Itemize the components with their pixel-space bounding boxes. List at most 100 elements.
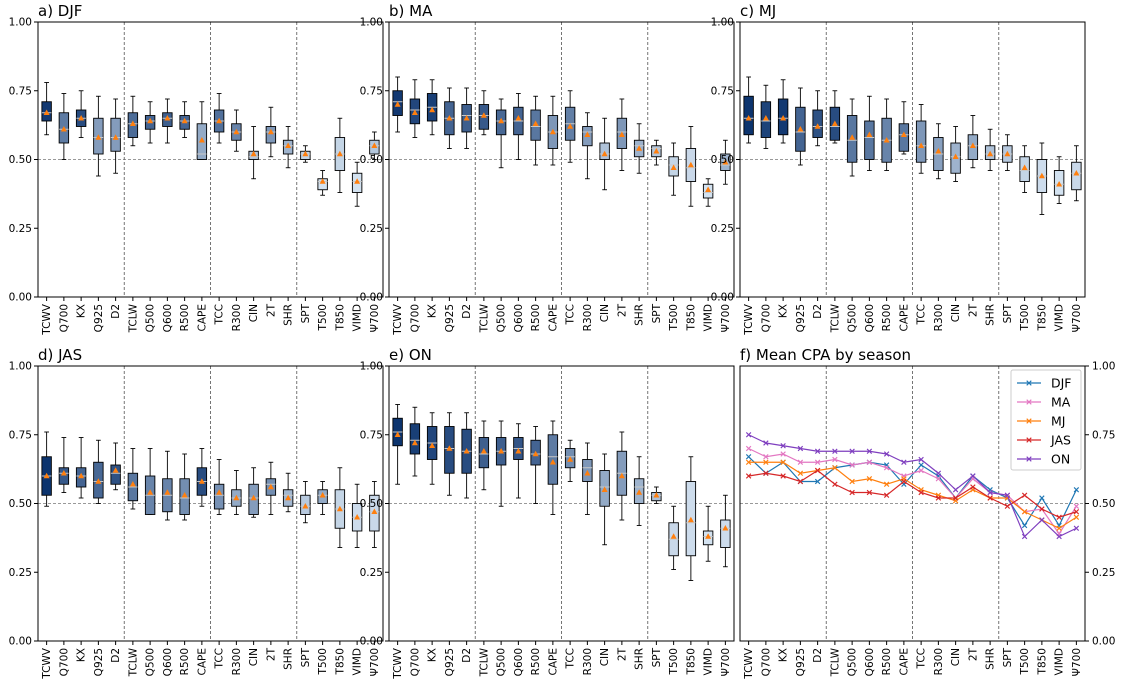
mean-marker (43, 109, 50, 115)
x-tick-label: Q500 (496, 648, 508, 676)
series-line (748, 456, 1077, 527)
x-tick-label: CIN (599, 648, 611, 666)
box-VIMD (1053, 156, 1065, 204)
x-tick-label: Q600 (864, 648, 876, 676)
mean-marker (181, 492, 188, 498)
mean-marker (670, 164, 677, 170)
x-tick-label: SPT (1002, 647, 1014, 667)
legend-label: MA (1051, 395, 1071, 410)
box-body (898, 123, 910, 152)
data-point (1021, 533, 1028, 540)
mean-marker (567, 456, 574, 462)
x-tick-label: VIMD (1054, 304, 1066, 331)
mean-marker (336, 150, 343, 157)
legend-marker (1026, 456, 1032, 462)
y-tick-label: 0.50 (711, 154, 734, 166)
box-CAPE (196, 448, 208, 507)
x-tick-label: CIN (248, 648, 260, 666)
box-CIN (950, 126, 961, 182)
data-point (1021, 492, 1028, 498)
mean-marker (515, 448, 522, 454)
data-point (832, 448, 838, 454)
panel-5: 0.00 0.25 0.50 0.75 1.00 TCWV Q700 KX Q925 D2 TCLW… (360, 346, 735, 680)
box-Ψ700 (1071, 145, 1082, 202)
box-Q700 (58, 437, 70, 493)
x-tick-label: SHR (985, 648, 997, 670)
mean-marker (147, 117, 154, 124)
x-tick-label: D2 (812, 648, 824, 663)
x-tick-label: KX (427, 648, 439, 662)
y-tick-label: 0.25 (360, 567, 383, 579)
y-tick-label: 1.00 (9, 361, 32, 373)
box-TCLW (478, 420, 490, 491)
data-point (849, 448, 855, 454)
x-tick-label: TCC (565, 648, 577, 669)
data-point (952, 487, 959, 493)
mean-marker (1038, 172, 1045, 179)
box-Q925 (444, 412, 455, 496)
box-2T (616, 98, 628, 171)
mean-marker (722, 159, 729, 165)
box-TCWV (392, 404, 403, 485)
x-tick-label: KX (427, 304, 439, 318)
data-point (1073, 487, 1080, 493)
box-Q500 (144, 101, 156, 144)
legend-label: ON (1051, 452, 1070, 467)
y-tick-label: 1.00 (1092, 361, 1115, 373)
box-Q500 (495, 98, 507, 169)
mean-marker (216, 117, 223, 124)
data-point (1073, 525, 1080, 531)
data-point (832, 456, 838, 463)
box-CIN (599, 453, 610, 546)
x-tick-label: TCLW (829, 647, 841, 677)
box-TCC (564, 439, 576, 482)
x-tick-label: Q700 (409, 648, 421, 676)
panel-title: b) MA (389, 2, 433, 20)
mean-marker (722, 525, 729, 531)
x-tick-label: SPT (651, 647, 663, 667)
data-point (987, 495, 993, 501)
data-point (1039, 495, 1045, 501)
x-tick-label: R300 (933, 304, 945, 331)
legend-marker (1026, 380, 1032, 386)
x-tick-label: VIMD (352, 304, 364, 331)
legend-label: MJ (1051, 414, 1065, 429)
box-Q500 (144, 448, 156, 515)
legend-marker (1026, 418, 1032, 424)
box-CAPE (547, 420, 559, 515)
x-tick-label: SHR (634, 648, 646, 670)
mean-marker (687, 161, 694, 168)
box-body (915, 120, 927, 163)
x-tick-label: R500 (530, 648, 542, 675)
mean-marker (112, 134, 119, 140)
box-T850 (685, 126, 697, 207)
x-tick-label: Ψ700 (369, 304, 381, 332)
x-tick-label: R500 (179, 304, 191, 331)
box-Q700 (760, 84, 772, 149)
mean-marker (1056, 181, 1063, 187)
x-tick-label: TCLW (478, 303, 490, 333)
box-Q925 (93, 95, 104, 177)
mean-marker (60, 126, 67, 132)
y-tick-label: 0.75 (9, 85, 32, 97)
x-tick-label: CIN (950, 648, 962, 666)
mean-marker (371, 508, 378, 514)
data-point (866, 476, 873, 482)
box-2T (265, 461, 277, 515)
y-tick-label: 0.00 (711, 292, 734, 304)
x-tick-label: Q700 (58, 304, 70, 332)
mean-marker (745, 115, 752, 121)
mean-marker (969, 142, 976, 148)
y-tick-label: 0.00 (360, 292, 383, 304)
x-tick-label: 2T (265, 303, 277, 317)
data-point (1056, 533, 1062, 540)
x-tick-label: T500 (668, 304, 680, 331)
box-R500 (179, 101, 190, 138)
box-SPT (300, 481, 311, 524)
mean-marker (336, 505, 343, 512)
x-tick-label: KX (778, 648, 790, 662)
mean-marker (198, 478, 205, 484)
mean-marker (831, 120, 838, 126)
mean-marker (601, 486, 608, 492)
data-point (987, 489, 993, 496)
